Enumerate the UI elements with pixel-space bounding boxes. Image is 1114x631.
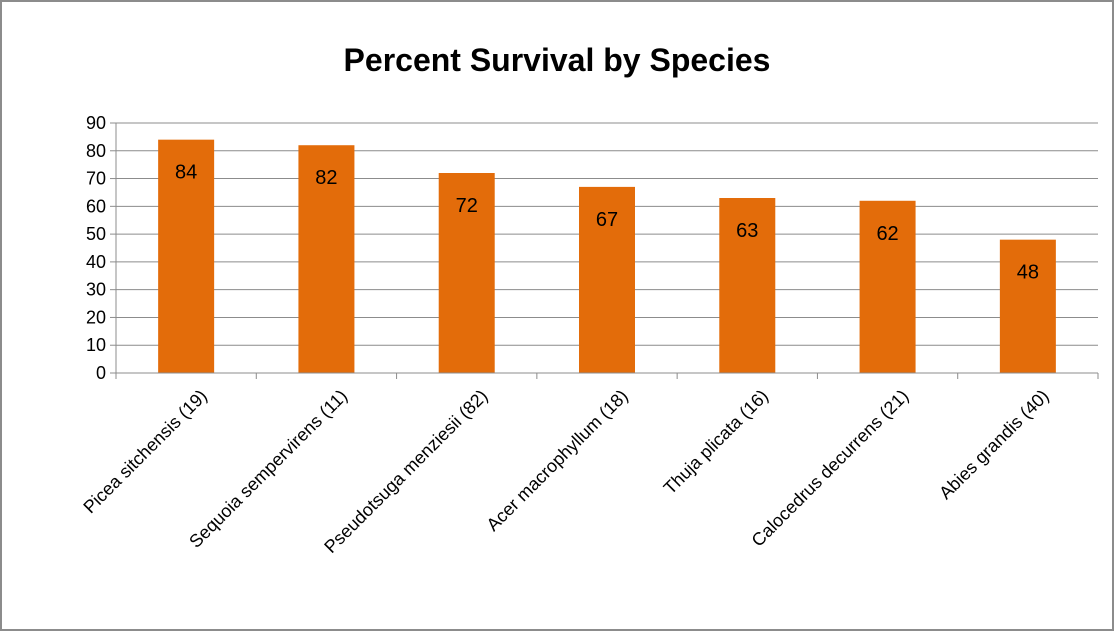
bar-5 (719, 198, 776, 373)
y-tick-label: 70 (86, 169, 106, 189)
x-category-label: Sequoia sempervirens (11) (185, 386, 351, 552)
bar-6 (859, 200, 916, 373)
bars (158, 139, 1056, 373)
data-label: 62 (876, 223, 898, 245)
x-category-label: Pseudotsuga menziesii (82) (320, 386, 491, 557)
y-tick-label: 50 (86, 224, 106, 244)
x-category-label: Picea sitchensis (19) (79, 386, 211, 518)
y-tick-label: 0 (96, 363, 106, 383)
y-tick-label: 80 (86, 141, 106, 161)
data-label: 63 (736, 220, 758, 242)
x-category-label: Calocedrus decurrens (21) (748, 386, 913, 551)
y-tick-label: 60 (86, 196, 106, 216)
data-label: 67 (596, 209, 618, 231)
axes (110, 122, 1099, 379)
y-tick-label: 30 (86, 280, 106, 300)
chart-title: Percent Survival by Species (343, 42, 771, 78)
data-label: 48 (1017, 262, 1039, 284)
x-category-label: Abies grandis (40) (935, 386, 1052, 503)
data-label: 82 (315, 167, 337, 189)
x-category-label: Thuja plicata (16) (660, 386, 772, 498)
y-tick-label: 90 (86, 113, 106, 133)
data-label: 72 (456, 195, 478, 217)
bar-3 (438, 173, 495, 373)
bar-2 (298, 145, 355, 373)
bar-7 (999, 239, 1056, 373)
y-tick-label: 20 (86, 307, 106, 327)
data-label: 84 (175, 162, 197, 184)
bar-1 (158, 139, 215, 373)
y-tick-label: 40 (86, 252, 106, 272)
x-category-label: Acer macrophyllum (18) (483, 386, 632, 535)
bar-4 (579, 186, 635, 373)
y-tick-label: 10 (86, 335, 106, 355)
